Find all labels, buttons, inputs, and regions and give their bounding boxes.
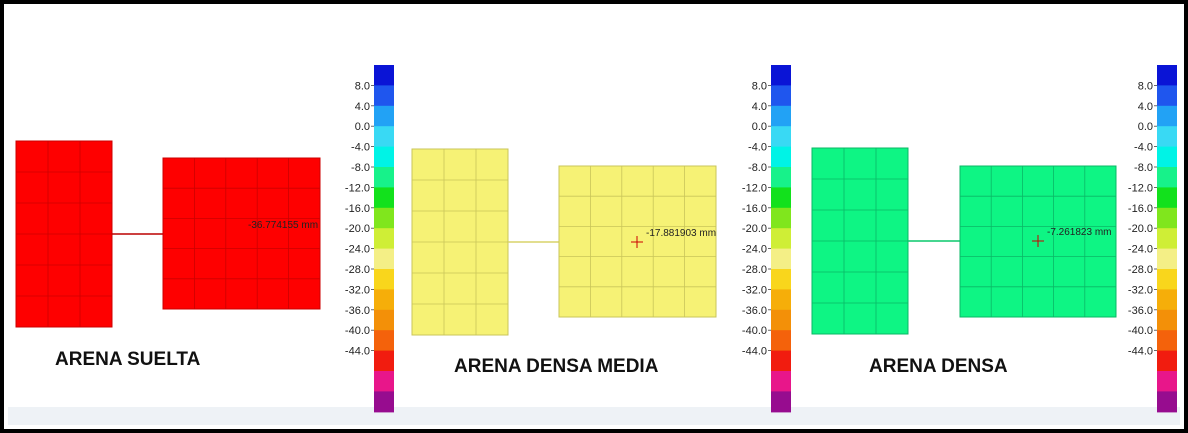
colorbar-tick-label: -4.0: [1134, 142, 1153, 154]
colorbar-segment: [1157, 85, 1177, 106]
colorbar-tick-label: 4.0: [1138, 101, 1153, 113]
colorbar-tick-label: -20.0: [1128, 223, 1153, 235]
colorbar-segment: [1157, 371, 1177, 392]
colorbar-segment: [1157, 289, 1177, 310]
colorbar-tick-label: 0.0: [1138, 121, 1153, 133]
colorbar-tick-label: -32.0: [1128, 284, 1153, 296]
panel-title-arena-suelta: ARENA SUELTA: [55, 349, 200, 371]
colorbar-tick-label: -8.0: [1134, 162, 1153, 174]
colorbar-tick-label: -36.0: [1128, 305, 1153, 317]
colorbar-tick-label: -12.0: [1128, 182, 1153, 194]
colorbar-segment: [1157, 126, 1177, 147]
colorbar-tick-label: -40.0: [1128, 325, 1153, 337]
colorbar-tick-label: -16.0: [1128, 203, 1153, 215]
colorbar: 8.0 4.0 0.0 -4.0 -8.0 -12.0 -16.0 -20.0 -24.0 -28…: [1128, 65, 1177, 412]
colorbar-segment: [1157, 269, 1177, 290]
colorbar-segment: [1157, 228, 1177, 249]
colorbar-segment: [1157, 167, 1177, 188]
colorbar-segment: [1157, 351, 1177, 372]
colorbar-tick-label: 8.0: [1138, 80, 1153, 92]
colorbar-segment: [1157, 330, 1177, 351]
colorbar-segment: [1157, 249, 1177, 270]
colorbar-segment: [1157, 208, 1177, 229]
colorbar-segment: [1157, 65, 1177, 86]
colorbar-segment: [1157, 106, 1177, 127]
colorbar-tick-label: -24.0: [1128, 244, 1153, 256]
colorbar-segment: [1157, 187, 1177, 208]
left-block: [812, 148, 908, 334]
panel-title-arena-densa-media: ARENA DENSA MEDIA: [454, 356, 658, 378]
displacement-label: -7.261823 mm: [1047, 227, 1111, 238]
colorbar-tick-label: -28.0: [1128, 264, 1153, 276]
panel-title-arena-densa: ARENA DENSA: [869, 356, 1008, 378]
colorbar-segment: [1157, 391, 1177, 412]
colorbar-segment: [1157, 147, 1177, 168]
colorbar-segment: [1157, 310, 1177, 331]
colorbar-tick-label: -44.0: [1128, 346, 1153, 358]
